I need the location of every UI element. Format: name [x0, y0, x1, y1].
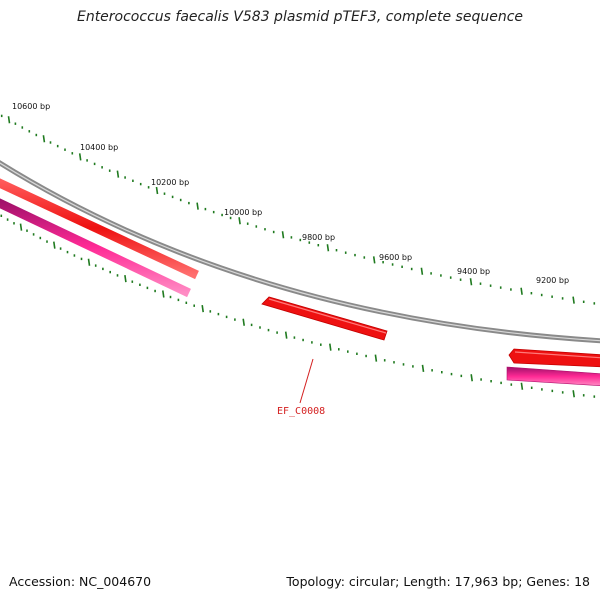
major-tick: [19, 223, 23, 231]
major-tick: [374, 354, 378, 362]
major-tick: [124, 274, 127, 283]
major-tick: [78, 153, 82, 161]
major-tick: [162, 290, 165, 298]
tick-label-10000: 10000 bp: [224, 208, 262, 217]
gene-reverse-left[interactable]: [0, 198, 191, 298]
major-tick: [196, 202, 199, 210]
tick-label-9400: 9400 bp: [457, 267, 490, 276]
accession-text: Accession: NC_004670: [9, 574, 152, 589]
major-tick: [238, 217, 241, 225]
major-tick: [469, 278, 473, 286]
gene-ef-c0008-shine: [268, 298, 387, 334]
tick-label-9600: 9600 bp: [379, 253, 412, 262]
tick-label-10200: 10200 bp: [151, 178, 189, 187]
gene-forward-right-shine: [514, 351, 600, 359]
major-tick: [201, 304, 204, 313]
major-tick: [421, 364, 425, 373]
major-tick: [284, 331, 288, 339]
tick-label-10400: 10400 bp: [80, 143, 118, 152]
major-tick: [572, 390, 575, 398]
major-tick: [87, 258, 91, 266]
major-tick: [572, 296, 575, 304]
major-tick: [470, 374, 473, 382]
inner-tick-ring: [0, 214, 596, 398]
gene-label-leader: [299, 358, 314, 404]
gene-forward-right[interactable]: [508, 348, 600, 368]
major-tick: [242, 318, 245, 326]
outer-tick-ring: [0, 114, 596, 305]
tick-label-9800: 9800 bp: [302, 233, 335, 242]
major-tick: [116, 170, 120, 178]
major-tick: [420, 267, 424, 275]
major-tick: [520, 382, 524, 390]
major-tick: [372, 256, 376, 264]
gene-label-ef-c0008: EF_C0008: [277, 406, 325, 417]
major-tick: [7, 116, 11, 124]
major-tick: [281, 231, 285, 239]
gene-forward-left[interactable]: [0, 178, 199, 280]
major-tick: [329, 343, 332, 351]
gene-ef-c0008[interactable]: [261, 296, 388, 341]
tick-label-9200: 9200 bp: [536, 276, 569, 285]
major-tick: [520, 287, 523, 295]
plasmid-backbone-highlight: [0, 162, 600, 342]
gene-reverse-right[interactable]: [506, 366, 600, 386]
topology-summary: Topology: circular; Length: 17,963 bp; G…: [286, 574, 590, 589]
major-tick: [53, 241, 56, 249]
major-tick: [42, 135, 46, 143]
map-title: Enterococcus faecalis V583 plasmid pTEF3…: [76, 9, 524, 25]
major-tick: [326, 244, 330, 252]
major-tick: [155, 186, 159, 195]
tick-label-10600: 10600 bp: [12, 102, 50, 111]
